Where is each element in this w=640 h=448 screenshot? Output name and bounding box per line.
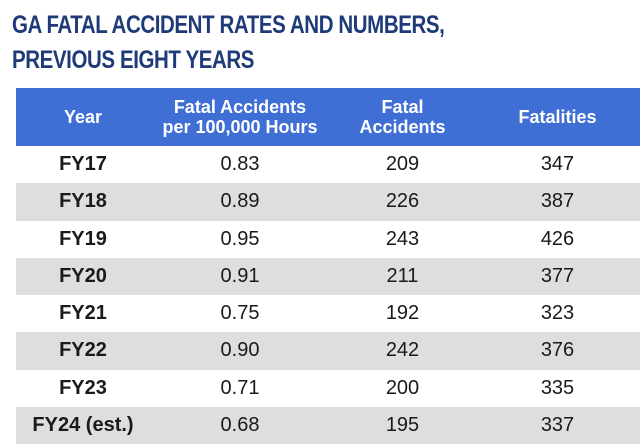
fatalities-cell: 377: [540, 264, 575, 287]
header-fatalities: Fatalities: [518, 107, 597, 127]
table-row: FY17 0.83 209 347: [16, 146, 640, 183]
accidents-cell: 226: [385, 190, 420, 213]
title-line-1: GA FATAL ACCIDENT RATES AND NUMBERS,: [12, 11, 445, 39]
accidents-cell: 209: [385, 153, 420, 176]
year-cell: FY21: [59, 302, 107, 325]
accidents-cell: 200: [385, 376, 420, 399]
table-row: FY19 0.95 243 426: [16, 221, 640, 258]
page-title: GA FATAL ACCIDENT RATES AND NUMBERS, PRE…: [12, 8, 512, 78]
table-row: FY20 0.91 211 377: [16, 257, 640, 295]
accidents-cell: 243: [385, 227, 420, 250]
year-cell: FY24 (est.): [32, 413, 134, 436]
header-accidents: Fatal Accidents: [359, 97, 446, 137]
year-cell: FY18: [59, 190, 107, 213]
year-cell: FY23: [59, 376, 107, 399]
accidents-cell: 195: [385, 413, 420, 436]
table-row: FY22 0.90 242 376: [16, 332, 640, 370]
accidents-cell: 211: [386, 264, 419, 287]
fatalities-cell: 337: [540, 413, 575, 436]
table-row: FY18 0.89 226 387: [16, 183, 640, 221]
rate-cell: 0.91: [220, 264, 260, 287]
title-line-2: PREVIOUS EIGHT YEARS: [12, 46, 255, 74]
year-cell: FY20: [59, 264, 107, 287]
year-cell: FY17: [59, 153, 107, 176]
fatal-accidents-table: Year Fatal Accidents per 100,000 Hours Fa…: [16, 88, 640, 444]
fatalities-cell: 335: [540, 376, 575, 399]
fatalities-cell: 323: [540, 302, 575, 325]
fatalities-cell: 387: [540, 190, 575, 213]
year-cell: FY22: [59, 339, 107, 362]
header-year: Year: [63, 107, 103, 127]
rate-cell: 0.95: [220, 227, 260, 250]
table-row: FY23 0.71 200 335: [16, 370, 640, 407]
fatalities-cell: 347: [540, 153, 575, 176]
rate-cell: 0.90: [220, 339, 260, 362]
rate-cell: 0.68: [220, 413, 260, 436]
rate-cell: 0.83: [220, 153, 260, 176]
table-row: FY21 0.75 192 323: [16, 295, 640, 332]
rate-cell: 0.89: [220, 190, 260, 213]
accidents-cell: 242: [385, 339, 420, 362]
table-header: Year Fatal Accidents per 100,000 Hours Fa…: [16, 88, 640, 146]
header-row: Year Fatal Accidents per 100,000 Hours Fa…: [16, 88, 640, 146]
rate-cell: 0.75: [220, 302, 260, 325]
fatalities-cell: 426: [540, 227, 575, 250]
accidents-cell: 192: [385, 302, 420, 325]
year-cell: FY19: [59, 227, 107, 250]
rate-cell: 0.71: [220, 376, 260, 399]
table-row: FY24 (est.) 0.68 195 337: [16, 406, 640, 444]
header-rate: Fatal Accidents per 100,000 Hours: [162, 97, 318, 137]
fatalities-cell: 376: [540, 339, 575, 362]
